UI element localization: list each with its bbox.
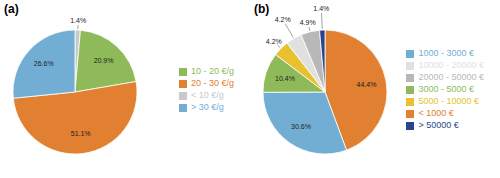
html-text:10 - 20 €/g: 10 - 20 €/g <box>191 66 234 76</box>
html-text:20000 - 50000 €: 20000 - 50000 € <box>418 72 484 82</box>
html-text:< 1000 €: < 1000 € <box>418 108 454 118</box>
svg-text:4.9%: 4.9% <box>300 19 316 26</box>
html-text:(b): (b) <box>254 2 270 16</box>
svg-text:26.6%: 26.6% <box>34 60 54 67</box>
svg-text:1.4%: 1.4% <box>70 17 86 24</box>
html-text:20 - 30 €/g: 20 - 30 €/g <box>191 78 234 88</box>
svg-text:10.4%: 10.4% <box>275 75 295 82</box>
svg-text:4.2%: 4.2% <box>275 16 291 23</box>
svg-text:44.4%: 44.4% <box>357 81 377 88</box>
svg-text:4.2%: 4.2% <box>266 38 282 45</box>
svg-text:20.9%: 20.9% <box>94 57 114 64</box>
html-text:3000 - 5000 €: 3000 - 5000 € <box>418 84 474 94</box>
html-text:> 30 €/g: > 30 €/g <box>191 102 224 112</box>
html-text:(a): (a) <box>4 2 19 16</box>
html-text:> 50000 €: > 50000 € <box>418 120 459 130</box>
html-text:1000 - 3000 €: 1000 - 3000 € <box>418 48 474 58</box>
svg-text:1.4%: 1.4% <box>313 5 329 12</box>
html-text:5000 - 10000 €: 5000 - 10000 € <box>418 96 479 106</box>
svg-text:51.1%: 51.1% <box>71 130 91 137</box>
svg-text:30.6%: 30.6% <box>291 123 311 130</box>
html-text:10000 - 20000 €: 10000 - 20000 € <box>418 60 484 70</box>
html-text:< 10 €/g: < 10 €/g <box>191 90 224 100</box>
